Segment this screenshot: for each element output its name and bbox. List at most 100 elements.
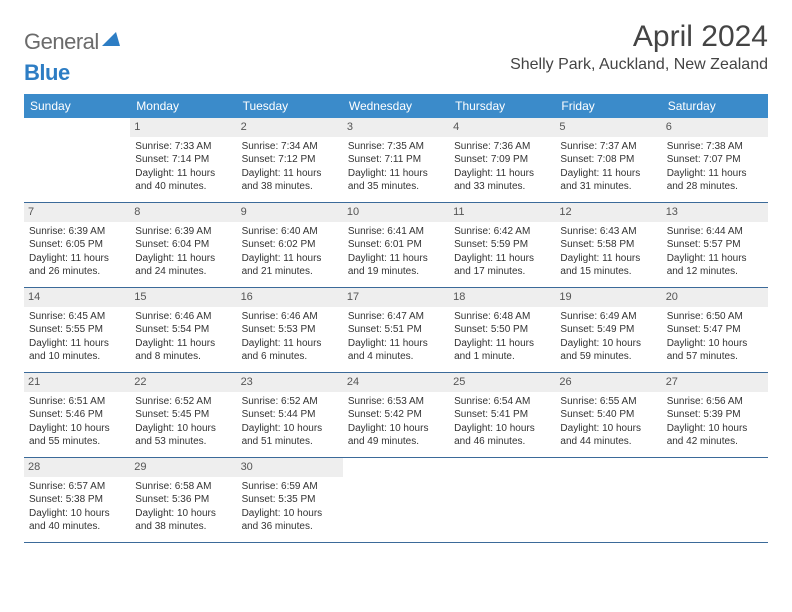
calendar-cell (343, 458, 449, 542)
calendar-cell: 11Sunrise: 6:42 AMSunset: 5:59 PMDayligh… (449, 203, 555, 287)
day-number: 22 (130, 373, 236, 392)
calendar-cell: 14Sunrise: 6:45 AMSunset: 5:55 PMDayligh… (24, 288, 130, 372)
calendar-cell: 6Sunrise: 7:38 AMSunset: 7:07 PMDaylight… (662, 118, 768, 202)
sunset-text: Sunset: 6:05 PM (29, 238, 125, 252)
day-number: 27 (662, 373, 768, 392)
calendar-cell (24, 118, 130, 202)
day-number: 29 (130, 458, 236, 477)
calendar-cell: 12Sunrise: 6:43 AMSunset: 5:58 PMDayligh… (555, 203, 661, 287)
calendar-cell: 22Sunrise: 6:52 AMSunset: 5:45 PMDayligh… (130, 373, 236, 457)
day-number: 11 (449, 203, 555, 222)
day-number: 6 (662, 118, 768, 137)
sunset-text: Sunset: 6:02 PM (242, 238, 338, 252)
sunset-text: Sunset: 5:42 PM (348, 408, 444, 422)
daylight-text: Daylight: 11 hours and 35 minutes. (348, 167, 444, 194)
calendar-header-cell: Thursday (449, 94, 555, 118)
calendar-cell: 18Sunrise: 6:48 AMSunset: 5:50 PMDayligh… (449, 288, 555, 372)
calendar-cell: 19Sunrise: 6:49 AMSunset: 5:49 PMDayligh… (555, 288, 661, 372)
sunset-text: Sunset: 7:09 PM (454, 153, 550, 167)
sunrise-text: Sunrise: 6:56 AM (667, 395, 763, 409)
day-number: 17 (343, 288, 449, 307)
calendar-cell: 23Sunrise: 6:52 AMSunset: 5:44 PMDayligh… (237, 373, 343, 457)
sunrise-text: Sunrise: 7:33 AM (135, 140, 231, 154)
daylight-text: Daylight: 11 hours and 19 minutes. (348, 252, 444, 279)
day-number: 2 (237, 118, 343, 137)
daylight-text: Daylight: 11 hours and 17 minutes. (454, 252, 550, 279)
daylight-text: Daylight: 11 hours and 40 minutes. (135, 167, 231, 194)
sunset-text: Sunset: 5:51 PM (348, 323, 444, 337)
sunrise-text: Sunrise: 6:57 AM (29, 480, 125, 494)
calendar-cell: 27Sunrise: 6:56 AMSunset: 5:39 PMDayligh… (662, 373, 768, 457)
sunrise-text: Sunrise: 6:39 AM (29, 225, 125, 239)
day-number: 24 (343, 373, 449, 392)
calendar-cell: 2Sunrise: 7:34 AMSunset: 7:12 PMDaylight… (237, 118, 343, 202)
sunset-text: Sunset: 5:57 PM (667, 238, 763, 252)
calendar-cell (449, 458, 555, 542)
day-number: 25 (449, 373, 555, 392)
daylight-text: Daylight: 11 hours and 12 minutes. (667, 252, 763, 279)
sunset-text: Sunset: 5:49 PM (560, 323, 656, 337)
sunset-text: Sunset: 5:58 PM (560, 238, 656, 252)
sunset-text: Sunset: 5:44 PM (242, 408, 338, 422)
sunset-text: Sunset: 5:53 PM (242, 323, 338, 337)
title-block: April 2024 Shelly Park, Auckland, New Ze… (510, 20, 768, 74)
daylight-text: Daylight: 10 hours and 49 minutes. (348, 422, 444, 449)
logo: GeneralBlue (24, 20, 120, 86)
day-number: 13 (662, 203, 768, 222)
sunset-text: Sunset: 5:36 PM (135, 493, 231, 507)
sunrise-text: Sunrise: 6:46 AM (242, 310, 338, 324)
day-number: 7 (24, 203, 130, 222)
logo-text-blue: Blue (24, 60, 70, 85)
calendar-row: 7Sunrise: 6:39 AMSunset: 6:05 PMDaylight… (24, 203, 768, 288)
daylight-text: Daylight: 10 hours and 38 minutes. (135, 507, 231, 534)
calendar-row: 21Sunrise: 6:51 AMSunset: 5:46 PMDayligh… (24, 373, 768, 458)
location-subtitle: Shelly Park, Auckland, New Zealand (510, 56, 768, 74)
page-header: GeneralBlue April 2024 Shelly Park, Auck… (24, 20, 768, 86)
sunrise-text: Sunrise: 6:43 AM (560, 225, 656, 239)
sunrise-text: Sunrise: 6:41 AM (348, 225, 444, 239)
calendar-cell: 30Sunrise: 6:59 AMSunset: 5:35 PMDayligh… (237, 458, 343, 542)
calendar-body: 1Sunrise: 7:33 AMSunset: 7:14 PMDaylight… (24, 118, 768, 543)
calendar-cell: 17Sunrise: 6:47 AMSunset: 5:51 PMDayligh… (343, 288, 449, 372)
sunset-text: Sunset: 5:40 PM (560, 408, 656, 422)
day-number: 5 (555, 118, 661, 137)
daylight-text: Daylight: 11 hours and 10 minutes. (29, 337, 125, 364)
sunrise-text: Sunrise: 6:48 AM (454, 310, 550, 324)
daylight-text: Daylight: 11 hours and 21 minutes. (242, 252, 338, 279)
sunrise-text: Sunrise: 6:50 AM (667, 310, 763, 324)
calendar-header-cell: Tuesday (237, 94, 343, 118)
daylight-text: Daylight: 10 hours and 46 minutes. (454, 422, 550, 449)
day-number: 18 (449, 288, 555, 307)
sunrise-text: Sunrise: 6:58 AM (135, 480, 231, 494)
calendar-header-cell: Wednesday (343, 94, 449, 118)
sunset-text: Sunset: 5:46 PM (29, 408, 125, 422)
sunrise-text: Sunrise: 6:59 AM (242, 480, 338, 494)
sunset-text: Sunset: 7:08 PM (560, 153, 656, 167)
day-number: 21 (24, 373, 130, 392)
daylight-text: Daylight: 11 hours and 28 minutes. (667, 167, 763, 194)
sunrise-text: Sunrise: 7:34 AM (242, 140, 338, 154)
daylight-text: Daylight: 11 hours and 31 minutes. (560, 167, 656, 194)
calendar-row: 28Sunrise: 6:57 AMSunset: 5:38 PMDayligh… (24, 458, 768, 543)
calendar-row: 14Sunrise: 6:45 AMSunset: 5:55 PMDayligh… (24, 288, 768, 373)
sunrise-text: Sunrise: 7:36 AM (454, 140, 550, 154)
day-number: 12 (555, 203, 661, 222)
sunset-text: Sunset: 5:50 PM (454, 323, 550, 337)
calendar: SundayMondayTuesdayWednesdayThursdayFrid… (24, 94, 768, 543)
sunset-text: Sunset: 6:01 PM (348, 238, 444, 252)
day-number: 30 (237, 458, 343, 477)
calendar-cell (555, 458, 661, 542)
daylight-text: Daylight: 11 hours and 24 minutes. (135, 252, 231, 279)
daylight-text: Daylight: 10 hours and 53 minutes. (135, 422, 231, 449)
sunrise-text: Sunrise: 6:39 AM (135, 225, 231, 239)
calendar-cell: 15Sunrise: 6:46 AMSunset: 5:54 PMDayligh… (130, 288, 236, 372)
sunset-text: Sunset: 7:11 PM (348, 153, 444, 167)
day-number: 26 (555, 373, 661, 392)
day-number: 8 (130, 203, 236, 222)
sunrise-text: Sunrise: 6:42 AM (454, 225, 550, 239)
day-number: 20 (662, 288, 768, 307)
daylight-text: Daylight: 10 hours and 44 minutes. (560, 422, 656, 449)
calendar-cell: 9Sunrise: 6:40 AMSunset: 6:02 PMDaylight… (237, 203, 343, 287)
calendar-cell: 28Sunrise: 6:57 AMSunset: 5:38 PMDayligh… (24, 458, 130, 542)
logo-triangle-icon (102, 26, 120, 52)
